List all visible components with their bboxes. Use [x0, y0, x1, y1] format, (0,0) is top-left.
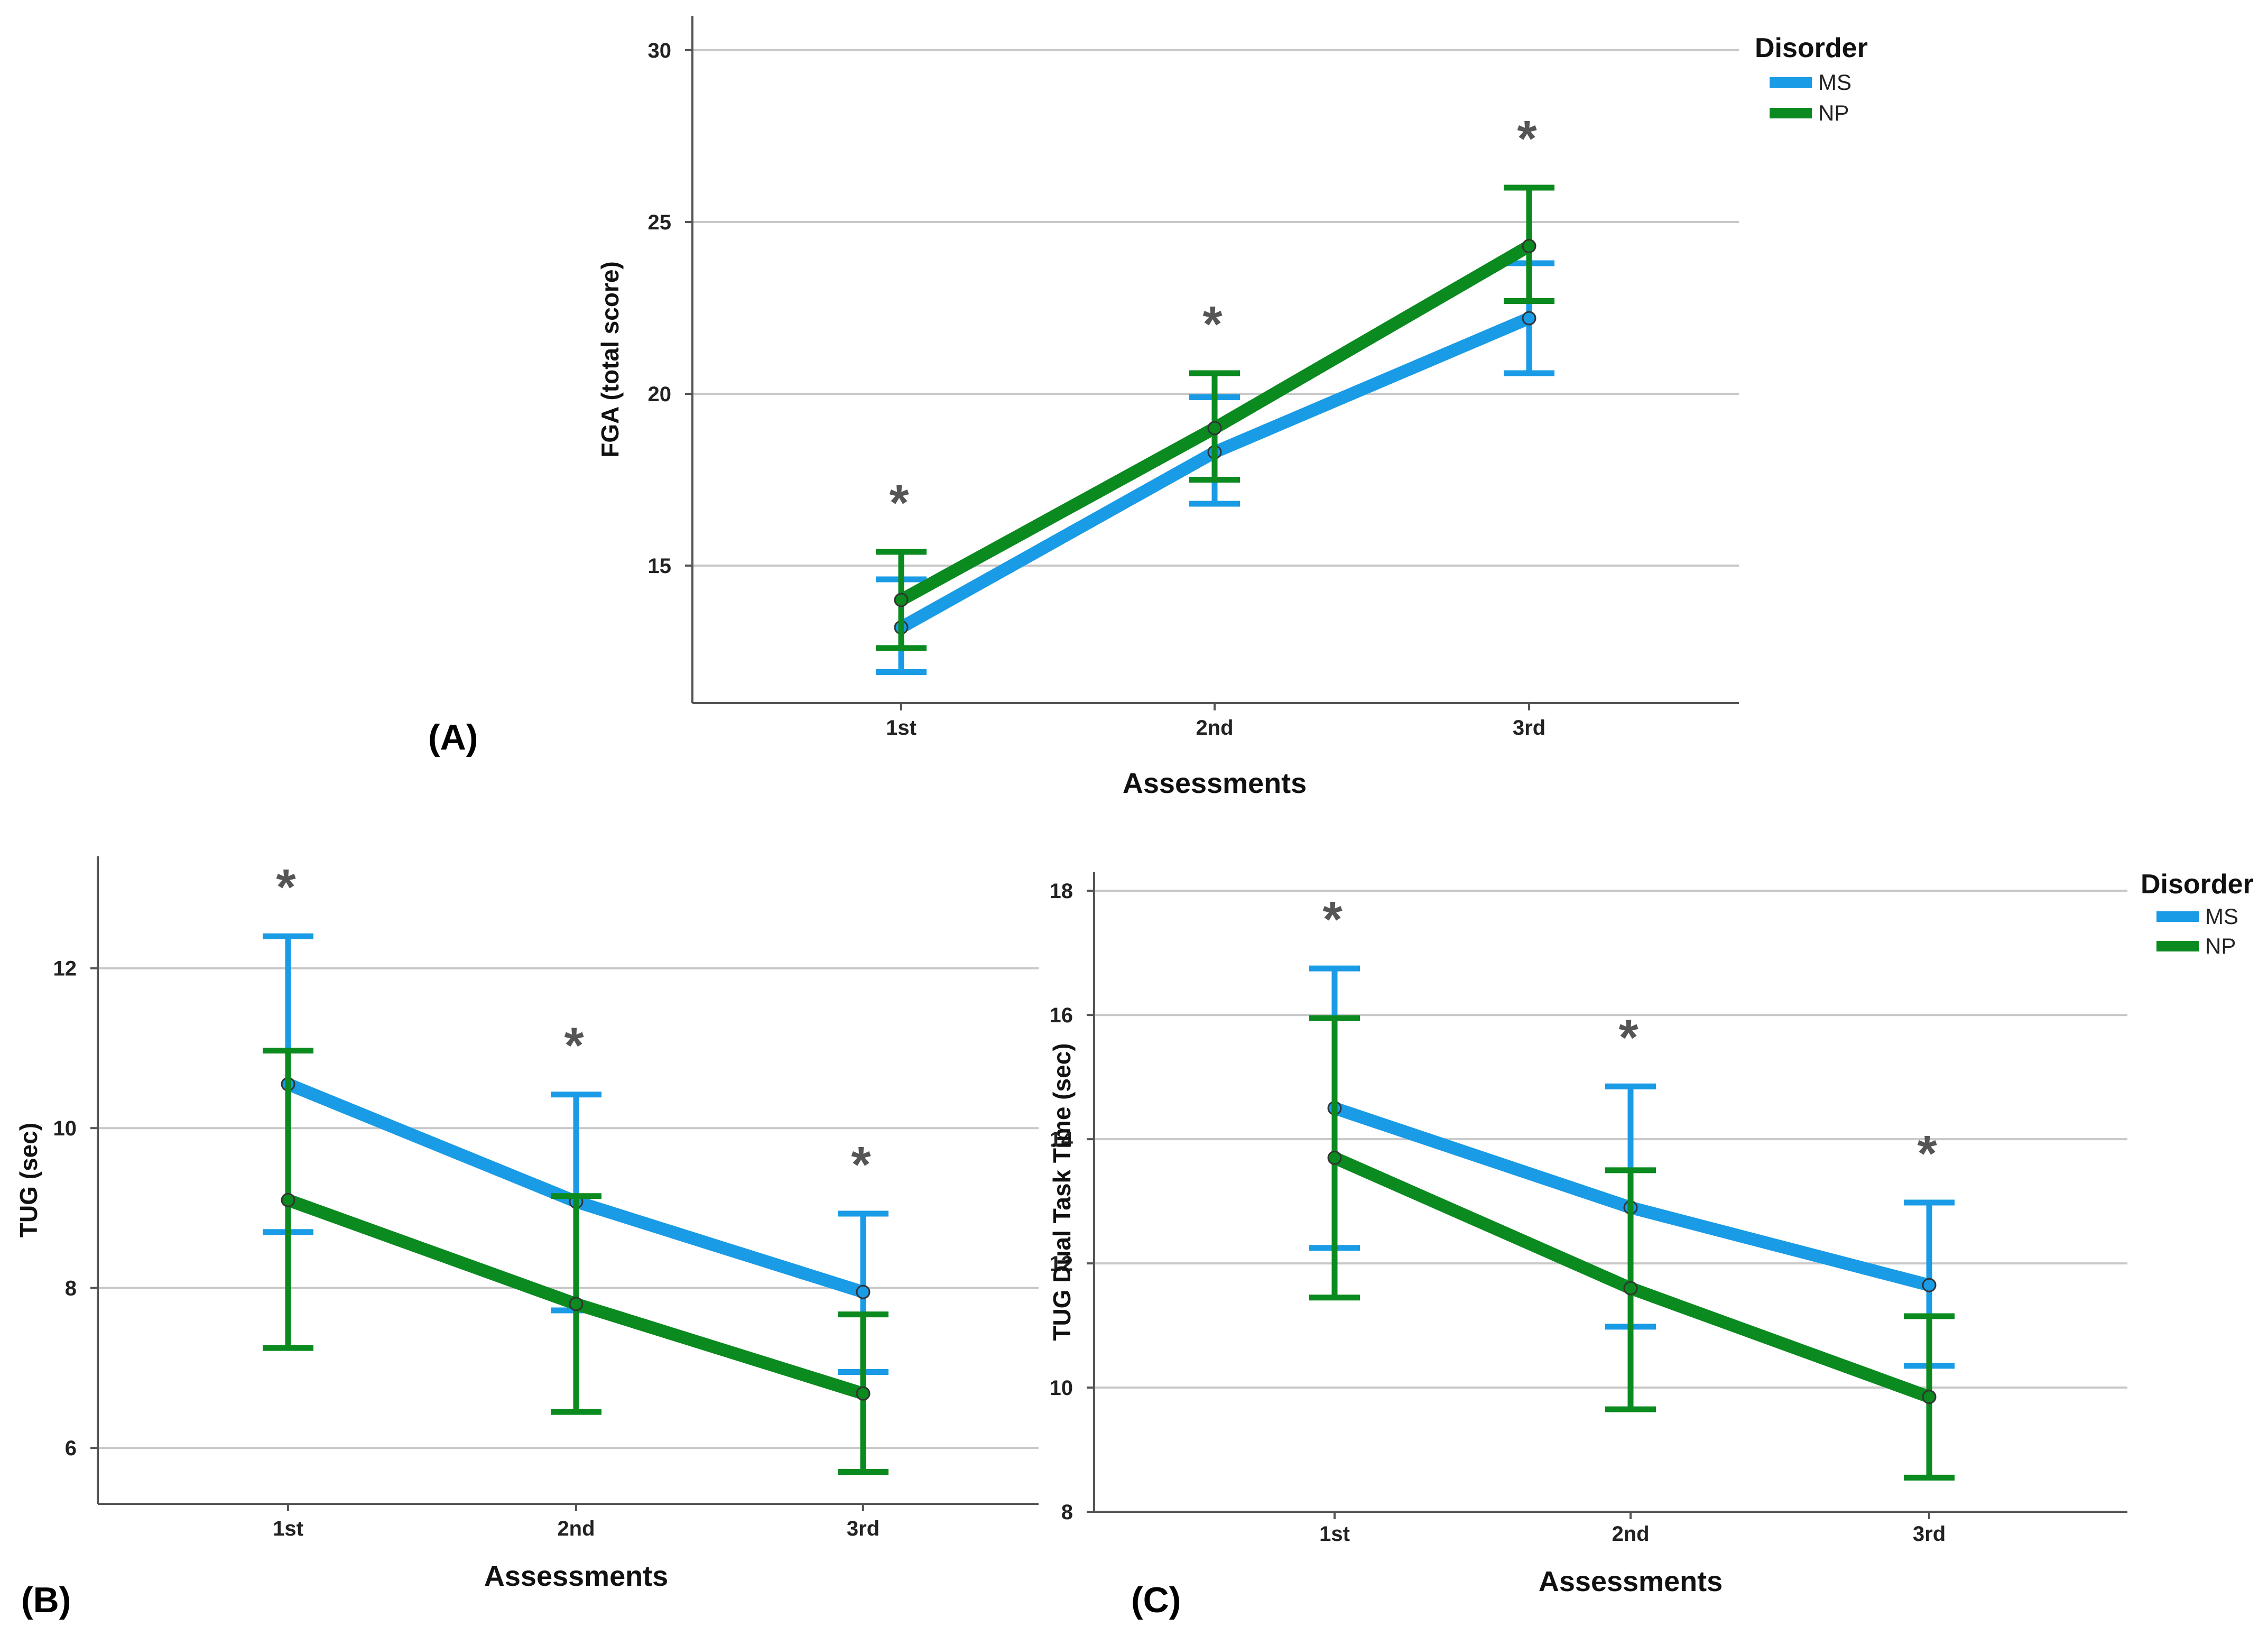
y-axis-title: TUG (sec) — [15, 1123, 42, 1237]
y-tick-label-6: 6 — [65, 1437, 77, 1460]
x-axis-title: Assessments — [1539, 1566, 1723, 1597]
significance-star-1st: * — [1322, 891, 1343, 948]
y-axis-title: TUG Dual Task Time (sec) — [1048, 1043, 1076, 1341]
y-tick-label-16: 16 — [1050, 1004, 1073, 1027]
significance-star-1st: * — [889, 475, 909, 531]
significance-star-2nd: * — [1202, 296, 1223, 353]
point-ms-3rd — [856, 1284, 871, 1299]
y-tick-label-18: 18 — [1050, 880, 1073, 903]
point-np-1st — [894, 593, 909, 607]
point-np-3rd — [1922, 1390, 1937, 1404]
y-tick-label-10: 10 — [53, 1117, 77, 1140]
y-tick-label-12: 12 — [1050, 1252, 1073, 1275]
y-tick-label-30: 30 — [648, 39, 672, 62]
panel-label-c: (C) — [1131, 1580, 1181, 1620]
chart-layer: 15 20 25 30 1st 2nd 3rd Assessments FGA (total s… — [15, 16, 2254, 1597]
y-tick-label-12: 12 — [53, 957, 77, 981]
legend-c: Disorder MS NP — [2141, 869, 2254, 958]
y-tick-label-8: 8 — [65, 1277, 77, 1300]
chart-b: 6 8 10 12 1st 2nd 3rd Assessments TUG (sec) * * * — [15, 856, 1039, 1592]
point-np-3rd — [856, 1386, 871, 1401]
x-tick-label-1st: 1st — [273, 1517, 303, 1540]
significance-star-3rd: * — [851, 1136, 871, 1193]
significance-star-2nd: * — [1618, 1009, 1638, 1066]
point-np-2nd — [1207, 421, 1222, 436]
y-tick-label-25: 25 — [648, 211, 672, 234]
panel-label-a: (A) — [428, 717, 478, 757]
significance-star-3rd: * — [1917, 1125, 1937, 1182]
point-ms-3rd — [1922, 1278, 1937, 1292]
point-np-1st — [281, 1193, 295, 1207]
chart-a: 15 20 25 30 1st 2nd 3rd Assessments FGA (total s… — [596, 16, 1868, 799]
y-tick-label-8: 8 — [1061, 1501, 1073, 1524]
x-axis-title: Assessments — [484, 1560, 668, 1592]
x-tick-label-3rd: 3rd — [1913, 1522, 1946, 1546]
x-tick-label-3rd: 3rd — [1513, 716, 1545, 740]
significance-star-2nd: * — [564, 1018, 584, 1074]
point-np-1st — [1327, 1150, 1342, 1165]
x-tick-label-3rd: 3rd — [847, 1517, 880, 1540]
point-np-3rd — [1522, 239, 1536, 253]
x-tick-label-2nd: 2nd — [1196, 716, 1233, 740]
legend-title: Disorder — [1755, 33, 1868, 63]
legend-label-ms: MS — [2205, 904, 2238, 929]
x-tick-label-1st: 1st — [886, 716, 917, 740]
x-tick-label-2nd: 2nd — [557, 1517, 595, 1540]
legend-a: Disorder MS NP — [1755, 33, 1868, 125]
significance-star-1st: * — [276, 859, 296, 916]
x-axis-title: Assessments — [1123, 768, 1307, 799]
legend-label-ms: MS — [1818, 70, 1852, 95]
x-tick-label-1st: 1st — [1319, 1522, 1350, 1546]
y-tick-label-15: 15 — [648, 554, 672, 578]
legend-label-np: NP — [2205, 933, 2236, 958]
point-ms-3rd — [1522, 311, 1536, 326]
legend-label-np: NP — [1818, 100, 1849, 125]
x-tick-label-2nd: 2nd — [1612, 1522, 1649, 1546]
point-np-2nd — [1623, 1281, 1638, 1296]
chart-c: 8 10 12 14 16 18 1st 2nd 3rd Assessments TUG Dual … — [1048, 869, 2254, 1597]
point-np-2nd — [569, 1297, 584, 1311]
legend-title: Disorder — [2141, 869, 2254, 900]
panel-label-b: (B) — [21, 1580, 71, 1620]
y-tick-label-14: 14 — [1050, 1128, 1073, 1151]
significance-star-3rd: * — [1517, 110, 1537, 167]
y-tick-label-10: 10 — [1050, 1376, 1073, 1400]
y-axis-title: FGA (total score) — [596, 261, 624, 457]
y-tick-label-20: 20 — [648, 383, 672, 406]
